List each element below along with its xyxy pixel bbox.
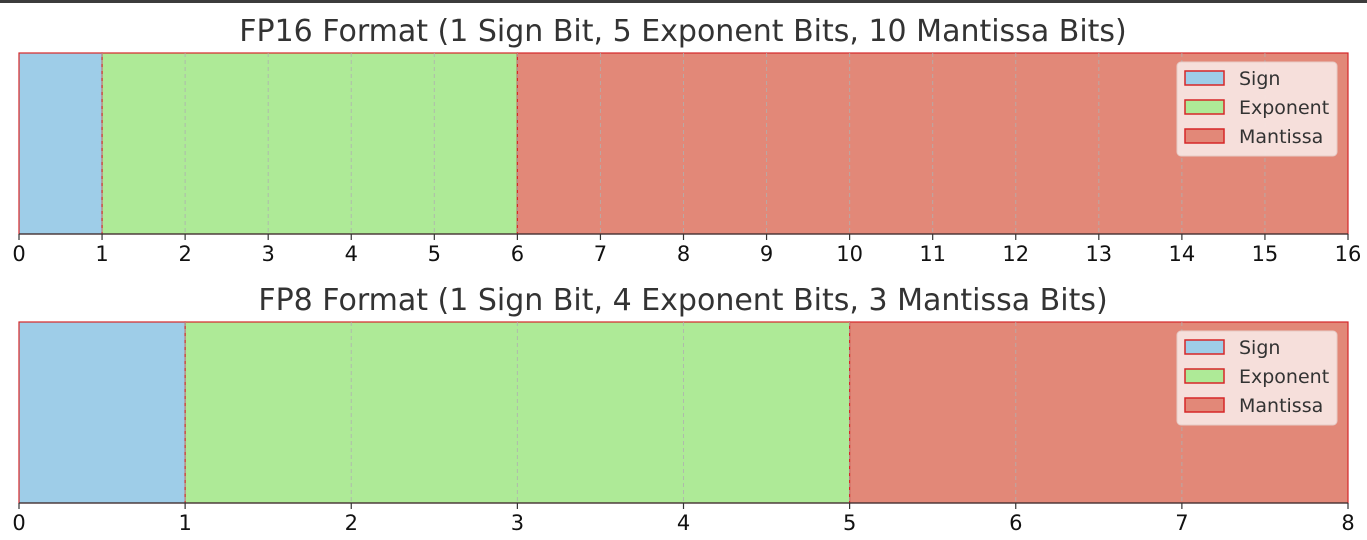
fp16-tick-label: 12 xyxy=(1002,242,1029,266)
fp8-segment-sign xyxy=(18,321,186,504)
fp16-tick-label: 4 xyxy=(345,242,358,266)
fp8-gridlines xyxy=(184,322,1183,503)
fp8-legend-label-exponent: Exponent xyxy=(1239,366,1329,388)
top-border xyxy=(0,0,1367,3)
fp16-tick-label: 0 xyxy=(12,242,25,266)
fp16-legend-swatch-sign xyxy=(1184,70,1225,86)
fp8-tick-label: 1 xyxy=(178,511,191,535)
fp16-legend-label-exponent: Exponent xyxy=(1239,97,1329,119)
fp8-segment-exponent xyxy=(184,321,851,504)
fp8-legend-swatch-exponent xyxy=(1184,368,1225,384)
fp8-legend: Sign Exponent Mantissa xyxy=(1176,330,1338,426)
fp16-tick-label: 16 xyxy=(1335,242,1362,266)
fp16-legend-label-sign: Sign xyxy=(1239,68,1280,90)
fp16-legend: Sign Exponent Mantissa xyxy=(1176,61,1338,157)
fp16-tick-label: 11 xyxy=(919,242,946,266)
fp8-chart: FP8 Format (1 Sign Bit, 4 Exponent Bits,… xyxy=(12,283,1354,535)
fp16-tick-label: 1 xyxy=(95,242,108,266)
fp8-x-ticks: 0 1 2 3 4 5 6 7 8 xyxy=(12,503,1355,535)
fp8-tick-label: 7 xyxy=(1175,511,1188,535)
fp16-segment-exponent xyxy=(101,52,518,235)
fp16-tick-label: 6 xyxy=(511,242,524,266)
fp8-legend-label-sign: Sign xyxy=(1239,337,1280,359)
fp16-tick-label: 14 xyxy=(1169,242,1196,266)
fp8-legend-swatch-mantissa xyxy=(1184,397,1225,413)
fp8-legend-swatch-sign xyxy=(1184,339,1225,355)
fp16-chart: FP16 Format (1 Sign Bit, 5 Exponent Bits… xyxy=(12,14,1361,266)
fp16-tick-label: 2 xyxy=(178,242,191,266)
fp16-legend-label-mantissa: Mantissa xyxy=(1239,126,1323,148)
fp16-x-ticks: 0 1 2 3 4 5 6 7 8 9 10 11 12 13 14 15 16 xyxy=(12,234,1361,266)
fp8-tick-label: 3 xyxy=(511,511,524,535)
fp16-tick-label: 7 xyxy=(594,242,607,266)
fp16-legend-swatch-mantissa xyxy=(1184,128,1225,144)
fp16-tick-label: 15 xyxy=(1252,242,1279,266)
fp8-tick-label: 2 xyxy=(345,511,358,535)
fp16-segments xyxy=(18,52,1349,235)
fp16-chart-title: FP16 Format (1 Sign Bit, 5 Exponent Bits… xyxy=(239,14,1127,49)
fp8-tick-label: 4 xyxy=(677,511,690,535)
fp16-tick-label: 8 xyxy=(677,242,690,266)
fp16-tick-label: 13 xyxy=(1085,242,1112,266)
fp16-tick-label: 10 xyxy=(836,242,863,266)
fp16-tick-label: 9 xyxy=(760,242,773,266)
fp8-chart-title: FP8 Format (1 Sign Bit, 4 Exponent Bits,… xyxy=(258,283,1107,318)
fp8-tick-label: 8 xyxy=(1341,511,1354,535)
fp16-tick-label: 3 xyxy=(262,242,275,266)
fp8-tick-label: 0 xyxy=(12,511,25,535)
fp16-legend-swatch-exponent xyxy=(1184,99,1225,115)
fp8-legend-label-mantissa: Mantissa xyxy=(1239,395,1323,417)
fp16-segment-sign xyxy=(18,52,103,235)
fp8-segments xyxy=(18,321,1349,504)
fp8-tick-label: 6 xyxy=(1009,511,1022,535)
fp8-tick-label: 5 xyxy=(843,511,856,535)
fp16-tick-label: 5 xyxy=(428,242,441,266)
